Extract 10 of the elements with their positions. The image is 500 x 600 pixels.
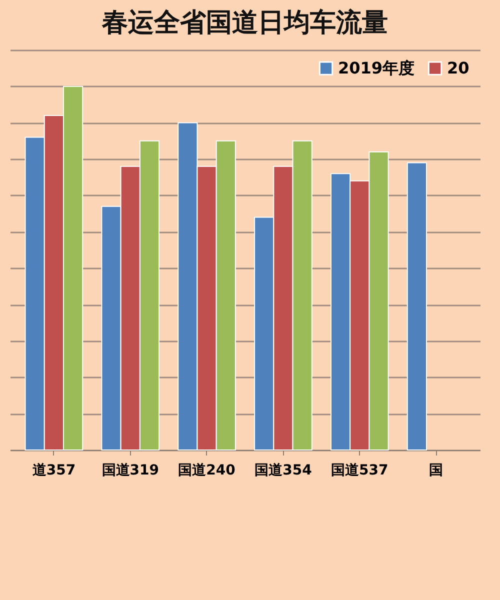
x-tick-label: 国道354: [254, 462, 312, 478]
x-tick-label: 国道240: [178, 462, 236, 478]
x-tick-label: 国: [429, 462, 444, 478]
x-tick-label: 国道537: [331, 462, 388, 478]
x-tick-label: 道357: [31, 462, 76, 478]
legend-label: 20: [447, 58, 470, 78]
legend-label: 2019年度: [338, 58, 415, 78]
x-tick-label: 国道319: [102, 462, 159, 478]
chart-title: 春运全省国道日均车流量: [101, 8, 388, 38]
bar: [406, 162, 428, 450]
